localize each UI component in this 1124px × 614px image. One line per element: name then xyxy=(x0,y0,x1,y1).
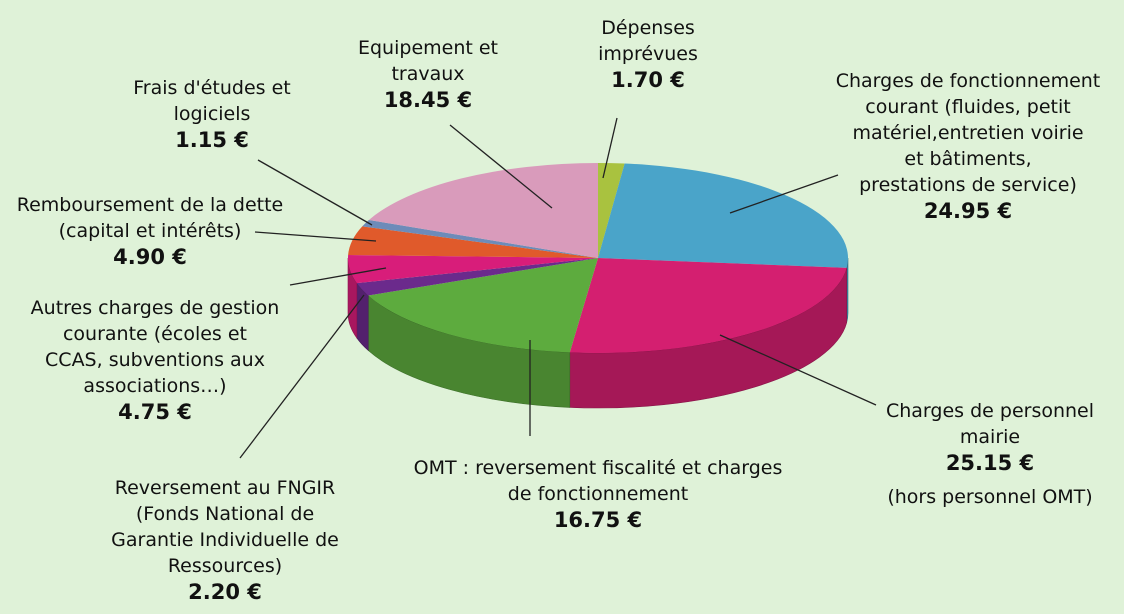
slice xyxy=(356,258,598,296)
slice-label: Equipement et travaux 18.45 € xyxy=(358,35,498,113)
annotation: (hors personnel OMT) xyxy=(887,486,1093,508)
slice xyxy=(368,163,598,258)
leader-line xyxy=(719,334,877,406)
value-label: 1.70 € xyxy=(611,68,685,92)
category-label: Reversement au FNGIR (Fonds National de … xyxy=(111,477,339,577)
slice xyxy=(598,163,625,258)
slice-label: Remboursement de la dette (capital et in… xyxy=(17,192,284,270)
slice-label: Dépenses imprévues 1.70 € xyxy=(598,15,698,93)
value-label: 2.20 € xyxy=(188,580,262,604)
slices xyxy=(347,163,849,409)
category-label: OMT : reversement fiscalité et charges d… xyxy=(413,457,783,505)
value-label: 18.45 € xyxy=(383,88,473,112)
value-label: 1.15 € xyxy=(175,128,249,152)
slice xyxy=(569,258,847,353)
leader-line xyxy=(254,231,377,242)
leader-line xyxy=(602,117,618,179)
value-label: 16.75 € xyxy=(553,508,643,532)
slice-label: Charges de personnel mairie 25.15 € xyxy=(886,398,1094,476)
category-label: Dépenses imprévues xyxy=(598,17,698,65)
category-label: Autres charges de gestion courante (écol… xyxy=(30,297,280,397)
leader-lines xyxy=(239,117,877,459)
value-label: 24.95 € xyxy=(923,199,1013,223)
category-label: Charges de personnel mairie xyxy=(885,400,1095,448)
value-label: 25.15 € xyxy=(945,451,1035,475)
category-label: Remboursement de la dette (capital et in… xyxy=(16,194,284,242)
slice-label: OMT : reversement fiscalité et charges d… xyxy=(414,455,783,533)
slice-label: Reversement au FNGIR (Fonds National de … xyxy=(111,475,339,605)
slice xyxy=(368,258,598,353)
slice xyxy=(348,255,598,284)
category-label: Equipement et travaux xyxy=(357,37,499,85)
value-label: 4.75 € xyxy=(118,400,192,424)
leader-line xyxy=(289,267,387,286)
slice-label: Frais d'études et logiciels 1.15 € xyxy=(133,75,291,153)
leader-line xyxy=(239,294,365,459)
value-label: 4.90 € xyxy=(113,245,187,269)
leader-line xyxy=(449,124,553,209)
slice xyxy=(598,163,849,268)
slice-label: Autres charges de gestion courante (écol… xyxy=(31,295,280,425)
category-label: Charges de fonctionnement courant (fluid… xyxy=(835,70,1101,196)
slice-label: Charges de fonctionnement courant (fluid… xyxy=(836,68,1101,224)
leader-line xyxy=(729,174,839,214)
category-label: Frais d'études et logiciels xyxy=(133,77,291,125)
leader-line xyxy=(257,159,373,226)
slice xyxy=(362,219,598,258)
slice xyxy=(348,226,598,258)
